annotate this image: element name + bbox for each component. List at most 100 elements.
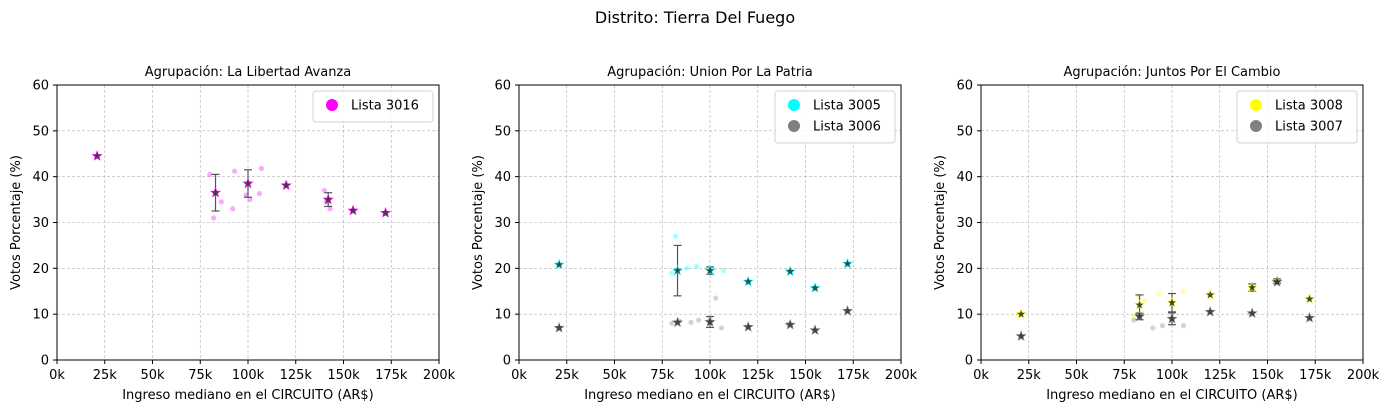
mean-star [671,264,684,276]
mean-star [1166,296,1178,308]
mean-star [553,322,565,333]
x-tick-label: 150k [789,368,822,383]
x-axis-label: Ingreso mediano en el CIRCUITO (AR$) [122,388,374,403]
y-tick-label: 30 [32,216,49,231]
scatter-point [718,325,725,331]
x-tick-label: 125k [742,368,775,383]
mean-star [1204,289,1216,300]
mean-star [280,179,292,191]
legend-marker [788,120,800,132]
scatter-point [1159,323,1166,329]
x-tick-label: 50k [602,368,627,383]
scatter-point [243,192,249,198]
mean-star [1246,281,1258,293]
x-tick-label: 150k [327,368,360,383]
x-tick-label: 175k [1299,368,1332,383]
scatter-point [713,295,719,301]
mean-star [809,324,821,335]
x-tick-label: 25k [93,368,118,383]
mean-star [841,305,854,316]
mean-star [1133,299,1146,310]
x-tick-label: 125k [1204,368,1237,383]
figure-suptitle: Distrito: Tierra Del Fuego [595,8,795,27]
scatter-point [1142,297,1148,304]
scatter-point [1131,317,1137,323]
x-tick-label: 75k [650,368,675,383]
x-tick-label: 100k [1156,368,1189,383]
y-tick-label: 40 [494,170,511,185]
y-tick-label: 30 [494,216,511,231]
mean-star [1133,310,1146,322]
mean-star [704,264,716,276]
chart-panel-0: Agrupación: La Libertad Avanza 0k 25k 50k 75… [9,65,456,403]
scatter-point [684,265,690,271]
mean-star [209,186,222,198]
scatter-point [218,199,224,205]
x-tick-label: 0k [973,368,989,383]
y-tick-label: 0 [41,354,49,369]
y-tick-label: 50 [494,124,511,139]
legend-marker [1250,120,1262,132]
x-tick-label: 25k [555,368,580,383]
legend: Lista 3005 Lista 3006 [774,90,896,144]
x-axis-label: Ingreso mediano en el CIRCUITO (AR$) [1046,388,1298,403]
x-tick-label: 75k [188,368,213,383]
mean-star [91,150,103,161]
x-tick-label: 200k [423,368,456,383]
chart-panel-2: Agrupación: Juntos Por El Cambio 0k 25k 50k… [933,65,1380,403]
legend-label: Lista 3008 [1275,99,1343,114]
x-tick-label: 50k [1064,368,1089,383]
mean-star [784,318,796,330]
mean-star [1303,293,1316,304]
y-tick-label: 0 [503,354,511,369]
scatter-point [695,317,702,323]
scatter-point [1150,325,1156,331]
scatter-point [211,215,217,221]
y-tick-label: 30 [956,216,973,231]
x-tick-label: 0k [49,368,65,383]
mean-star [841,257,854,269]
mean-star [742,275,754,287]
mean-star [379,207,392,218]
scatter-point [321,187,327,194]
x-tick-label: 100k [232,368,265,383]
y-axis-label: Votos Porcentaje (%) [471,155,486,290]
y-tick-label: 50 [956,124,973,139]
mean-star [1015,330,1027,341]
legend: Lista 3008 Lista 3007 [1236,90,1358,144]
legend-box [312,90,434,123]
x-tick-label: 100k [694,368,727,383]
legend-marker [1250,99,1262,111]
scatter-point [247,196,253,203]
legend-label: Lista 3005 [813,99,881,114]
y-tick-label: 60 [956,79,973,94]
legend-label: Lista 3007 [1275,120,1343,135]
scatter-point [232,168,238,174]
scatter-point [258,165,264,172]
mean-star [671,316,684,328]
mean-star [1015,308,1027,319]
y-tick-label: 50 [32,124,49,139]
scatter-point [327,206,333,212]
chart-panel-1: Agrupación: Union Por La Patria 0k 25k 50k 7… [471,65,918,403]
legend-marker [326,99,338,111]
x-tick-label: 175k [837,368,870,383]
mean-star [1303,311,1316,323]
panel-title: Agrupación: La Libertad Avanza [145,65,351,80]
y-tick-label: 20 [32,262,49,277]
x-tick-label: 25k [1017,368,1042,383]
mean-star [347,204,359,216]
y-tick-label: 20 [494,262,511,277]
y-tick-label: 60 [32,79,49,94]
legend: Lista 3016 [312,90,434,123]
mean-star [1166,312,1178,324]
mean-star [742,321,754,332]
mean-star [704,316,716,327]
y-tick-label: 40 [32,170,49,185]
legend-label: Lista 3016 [351,99,419,114]
y-tick-label: 20 [956,262,973,277]
legend-label: Lista 3006 [813,120,881,135]
mean-star [784,265,796,277]
scatter-point [230,206,236,212]
